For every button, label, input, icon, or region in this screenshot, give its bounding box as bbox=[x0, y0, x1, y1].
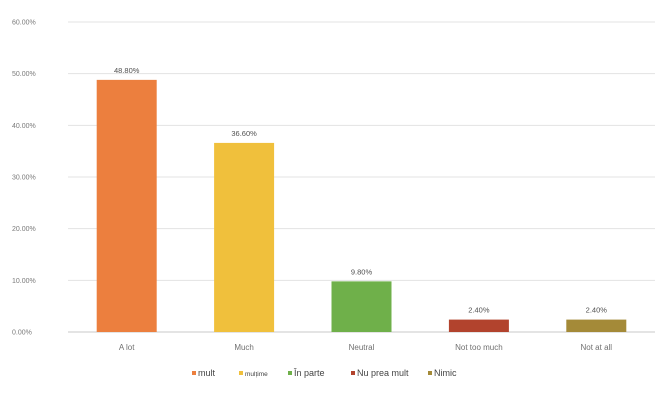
legend-marker bbox=[351, 371, 355, 375]
y-tick-label: 40.00% bbox=[12, 123, 36, 130]
legend-item: Nimic bbox=[434, 368, 457, 378]
legend-item: mulțime bbox=[245, 371, 268, 378]
bar bbox=[448, 319, 509, 332]
x-tick-label: Much bbox=[234, 343, 254, 352]
legend-item: Nu prea mult bbox=[357, 368, 409, 378]
x-tick-label: Neutral bbox=[349, 343, 375, 352]
bar bbox=[96, 79, 157, 332]
data-label: 9.80% bbox=[351, 267, 373, 276]
bar bbox=[566, 319, 627, 332]
y-tick-label: 60.00% bbox=[12, 20, 36, 27]
x-tick-label: A lot bbox=[119, 343, 135, 352]
x-tick-label: Not at all bbox=[581, 343, 613, 352]
bar bbox=[214, 142, 275, 332]
y-tick-label: 50.00% bbox=[12, 71, 36, 78]
y-tick-label: 20.00% bbox=[12, 226, 36, 233]
data-label: 2.40% bbox=[468, 306, 490, 315]
data-label: 2.40% bbox=[586, 306, 608, 315]
legend-marker bbox=[288, 371, 292, 375]
legend-item: În parte bbox=[293, 368, 325, 378]
legend-marker bbox=[192, 371, 196, 375]
x-tick-label: Not too much bbox=[455, 343, 503, 352]
legend-item: mult bbox=[198, 368, 216, 378]
bar bbox=[331, 281, 392, 332]
legend-marker bbox=[428, 371, 432, 375]
y-tick-label: 30.00% bbox=[12, 175, 36, 182]
y-tick-label: 10.00% bbox=[12, 278, 36, 285]
legend-marker bbox=[239, 371, 243, 375]
data-label: 36.60% bbox=[231, 129, 257, 138]
y-tick-label: 0.00% bbox=[12, 330, 32, 337]
data-label: 48.80% bbox=[114, 66, 140, 75]
